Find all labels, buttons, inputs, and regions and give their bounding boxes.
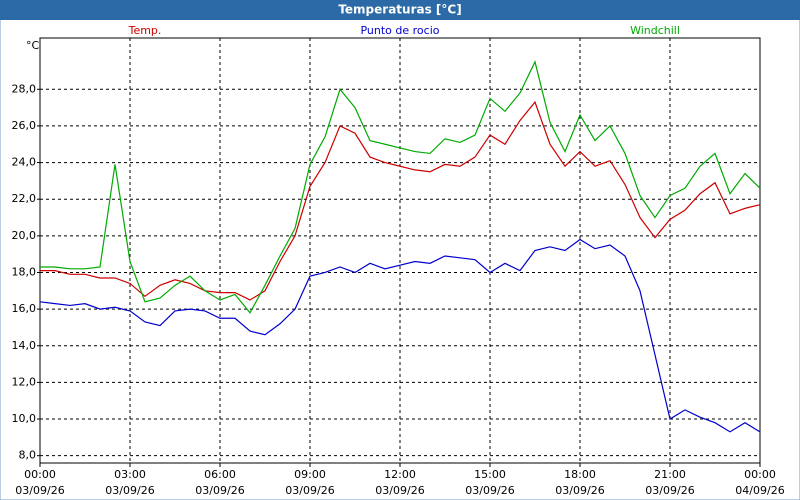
x-tick-date: 03/09/26 xyxy=(15,484,64,497)
y-tick-label: 26,0 xyxy=(12,119,37,132)
chart-title: Temperaturas [°C] xyxy=(338,3,461,17)
x-tick-label: 18:00 xyxy=(564,468,596,481)
y-tick-label: 22,0 xyxy=(12,192,37,205)
legend-entry: Punto de rocio xyxy=(360,24,439,37)
x-tick-label: 12:00 xyxy=(384,468,416,481)
y-tick-label: 16,0 xyxy=(12,302,37,315)
x-tick-label: 21:00 xyxy=(654,468,686,481)
x-tick-label: 03:00 xyxy=(114,468,146,481)
series-line xyxy=(39,238,761,433)
y-tick-label: 20,0 xyxy=(12,229,37,242)
legend-entry: Temp. xyxy=(128,24,162,37)
x-tick-date: 03/09/26 xyxy=(555,484,604,497)
y-tick-label: 18,0 xyxy=(12,265,37,278)
title-bar xyxy=(0,0,800,20)
x-tick-date: 03/09/26 xyxy=(645,484,694,497)
x-tick-label: 06:00 xyxy=(204,468,236,481)
series-line xyxy=(40,100,761,301)
x-tick-date: 03/09/26 xyxy=(195,484,244,497)
y-tick-label: 12,0 xyxy=(12,375,37,388)
y-tick-label: 24,0 xyxy=(12,156,37,169)
y-axis-unit: °C xyxy=(26,39,40,52)
x-tick-label: 00:00 xyxy=(24,468,56,481)
y-tick-label: 14,0 xyxy=(12,339,37,352)
x-tick-date: 03/09/26 xyxy=(375,484,424,497)
x-tick-date: 04/09/26 xyxy=(735,484,784,497)
y-tick-label: 8,0 xyxy=(19,449,37,462)
x-tick-date: 03/09/26 xyxy=(285,484,334,497)
legend-entry: Windchill xyxy=(630,24,680,37)
x-tick-label: 09:00 xyxy=(294,468,326,481)
x-tick-label: 00:00 xyxy=(744,468,776,481)
x-tick-label: 15:00 xyxy=(474,468,506,481)
y-tick-label: 28,0 xyxy=(12,82,37,95)
x-tick-date: 03/09/26 xyxy=(105,484,154,497)
y-tick-label: 10,0 xyxy=(12,412,37,425)
x-tick-date: 03/09/26 xyxy=(465,484,514,497)
series-line xyxy=(40,60,761,314)
